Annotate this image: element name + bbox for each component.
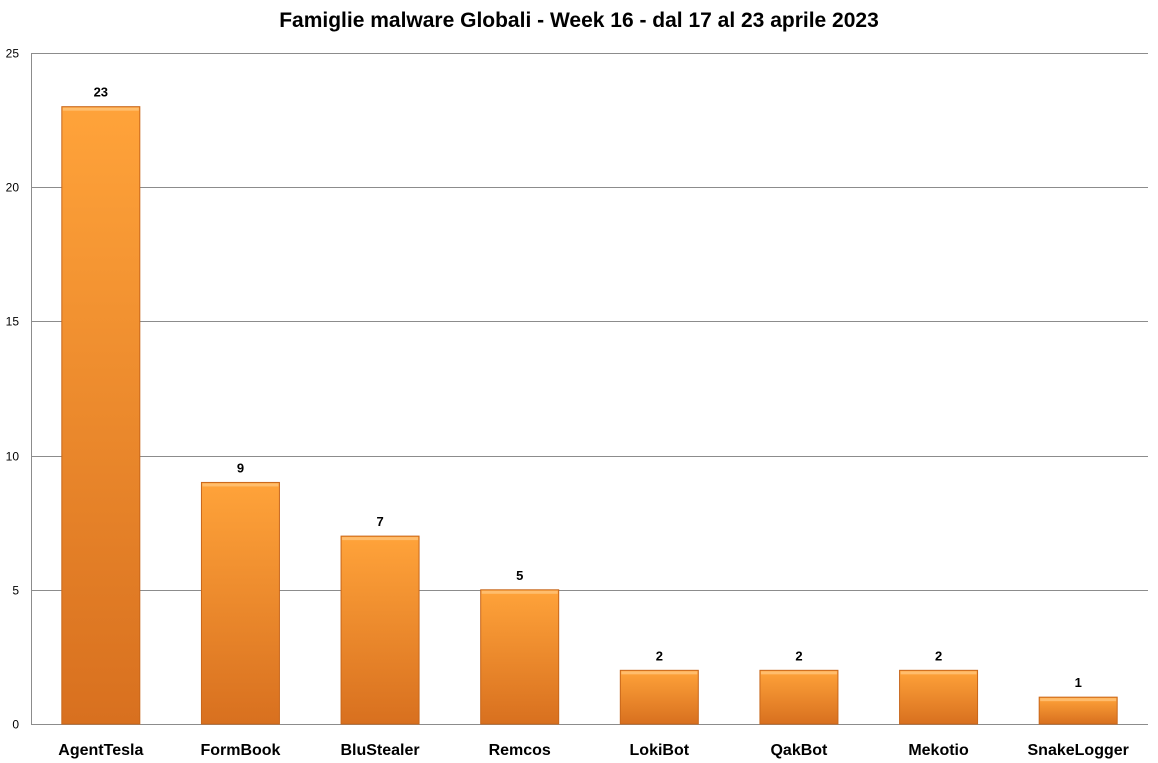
bar-highlight — [202, 483, 279, 487]
data-label: 23 — [94, 85, 108, 100]
data-label: 1 — [1075, 675, 1082, 690]
bar-highlight — [481, 590, 558, 594]
y-tick-label: 25 — [6, 47, 20, 61]
x-tick-label: QakBot — [770, 742, 828, 759]
data-label: 7 — [376, 514, 383, 529]
x-tick-label: AgentTesla — [58, 742, 143, 759]
data-label: 5 — [516, 568, 523, 583]
y-tick-label: 0 — [12, 718, 19, 732]
bar-qakbot — [759, 669, 839, 725]
data-label: 2 — [795, 648, 802, 663]
x-tick-label: BluStealer — [340, 742, 419, 759]
bar-highlight — [342, 537, 419, 541]
bar-agenttesla — [61, 106, 141, 725]
bar-highlight — [621, 671, 698, 675]
x-tick-label: LokiBot — [630, 742, 690, 759]
y-tick-label: 15 — [6, 315, 20, 329]
bar-remcos — [480, 589, 560, 725]
bar-lokibot — [619, 669, 699, 725]
bar-highlight — [62, 107, 139, 111]
y-tick-label: 20 — [6, 181, 20, 195]
y-tick-label: 5 — [12, 584, 19, 598]
x-tick-label: Mekotio — [908, 742, 969, 759]
data-label: 2 — [656, 648, 663, 663]
x-tick-label: SnakeLogger — [1028, 742, 1129, 759]
bar-highlight — [760, 671, 837, 675]
y-tick-label: 10 — [6, 450, 20, 464]
bar-snakelogger — [1038, 696, 1118, 725]
bar-blustealer — [340, 535, 420, 725]
bar-highlight — [1040, 698, 1117, 702]
data-label: 9 — [237, 460, 244, 475]
bar-formbook — [200, 481, 280, 725]
chart-title: Famiglie malware Globali - Week 16 - dal… — [279, 9, 879, 32]
bar-mekotio — [899, 669, 979, 725]
x-tick-label: Remcos — [489, 742, 551, 759]
data-label: 2 — [935, 648, 942, 663]
x-tick-label: FormBook — [200, 742, 280, 759]
bar-highlight — [900, 671, 977, 675]
